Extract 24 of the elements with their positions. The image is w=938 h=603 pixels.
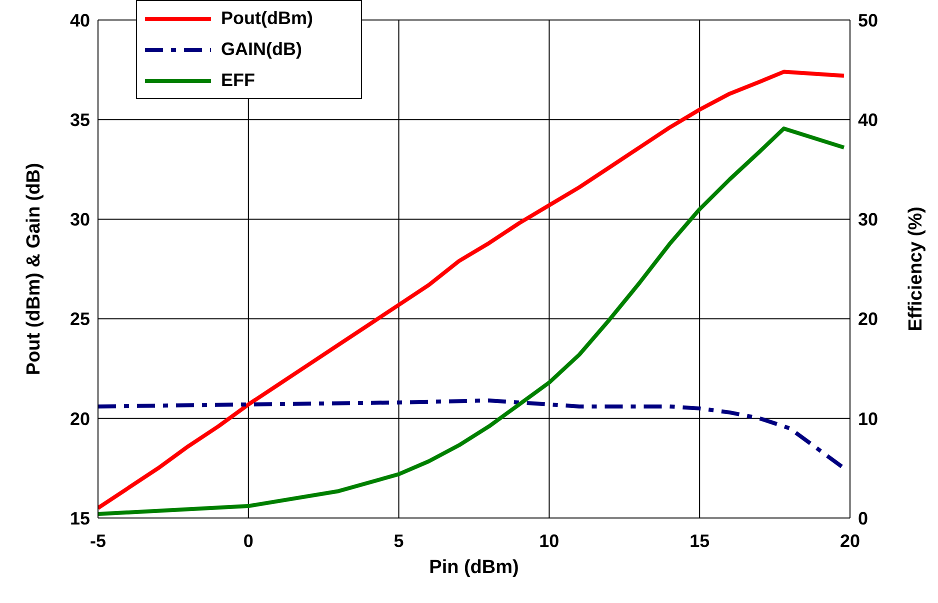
y2-tick-label: 50 — [858, 10, 878, 30]
x-axis-title: Pin (dBm) — [429, 557, 519, 578]
x-tick-label: 20 — [840, 530, 860, 551]
y-tick-label: 25 — [70, 309, 90, 330]
y2-tick-label: 0 — [858, 508, 868, 528]
y2-tick-label: 20 — [858, 309, 878, 330]
x-tick-label: 5 — [394, 530, 404, 551]
y-tick-label: 20 — [70, 408, 90, 429]
x-tick-label: 10 — [539, 530, 560, 551]
y-tick-label: 40 — [70, 10, 90, 30]
legend-label: EFF — [221, 69, 255, 92]
legend-label: Pout(dBm) — [221, 7, 313, 30]
x-tick-label: -5 — [90, 530, 106, 551]
legend-label: GAIN(dB) — [221, 38, 302, 61]
y2-tick-label: 30 — [858, 210, 878, 230]
y2-tick-label: 10 — [858, 408, 878, 429]
y-tick-label: 15 — [70, 508, 90, 528]
y-axis-title: Pout (dBm) & Gain (dB) — [24, 162, 45, 376]
y-tick-label: 30 — [70, 210, 90, 230]
y-tick-label: 35 — [70, 110, 90, 130]
y2-tick-label: 40 — [858, 110, 878, 130]
x-tick-label: 0 — [243, 530, 254, 551]
x-tick-label: 15 — [690, 530, 710, 551]
y2-axis-title: Efficiency (%) — [906, 206, 927, 332]
